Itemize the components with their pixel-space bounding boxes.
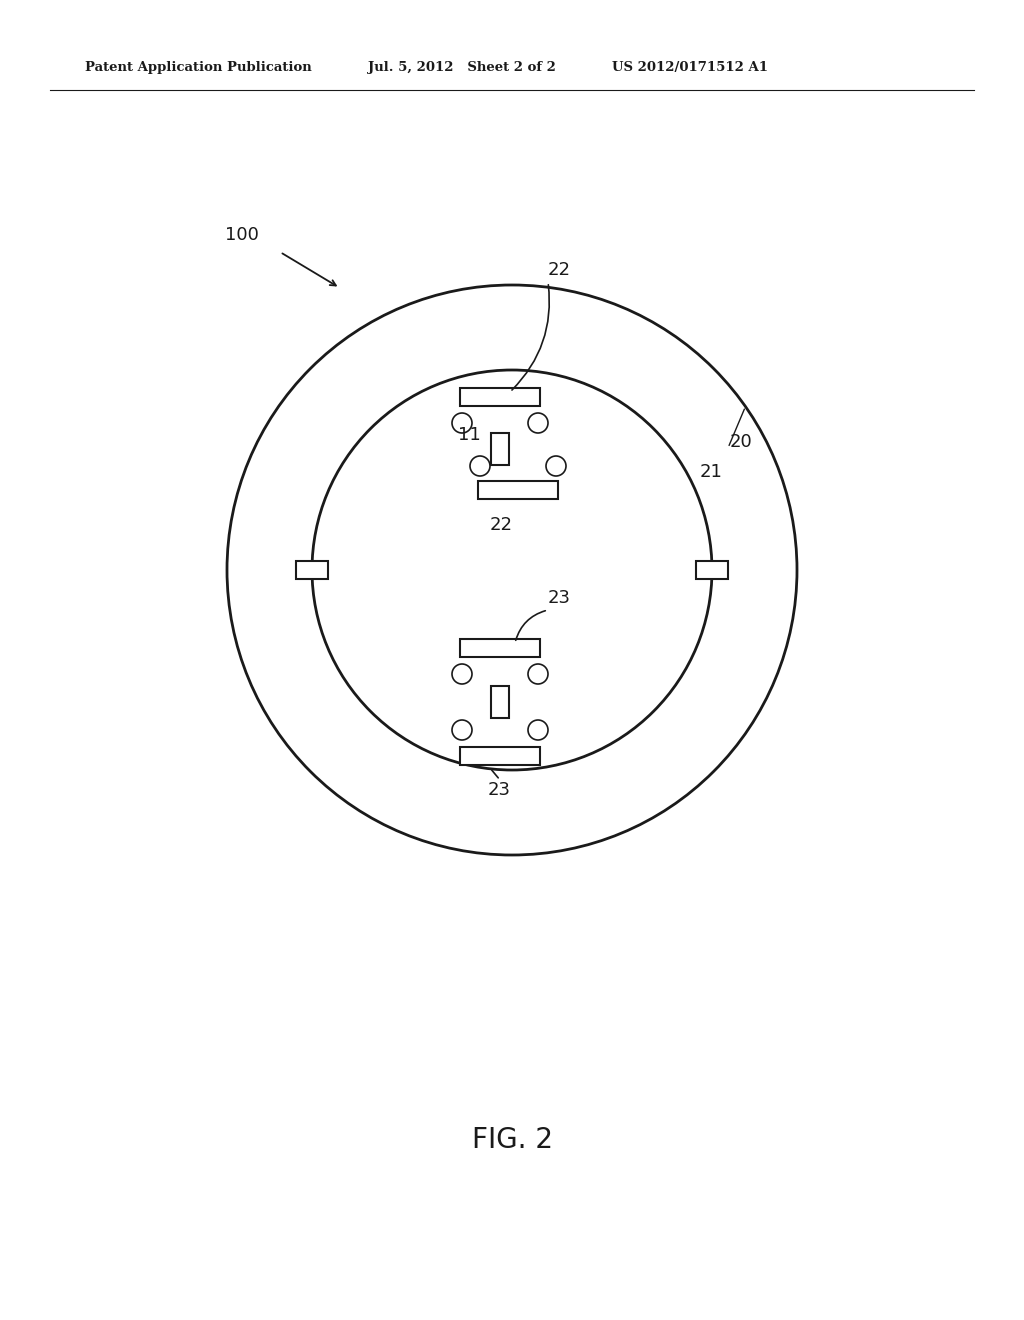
Text: Jul. 5, 2012   Sheet 2 of 2: Jul. 5, 2012 Sheet 2 of 2 [368,62,556,74]
Text: 23: 23 [548,589,571,607]
Bar [460,639,540,657]
Text: 11: 11 [458,426,480,444]
Bar [696,561,728,579]
Text: 22: 22 [490,516,513,535]
Text: 21: 21 [700,463,723,480]
Bar [460,388,540,407]
Bar [296,561,328,579]
Bar [490,686,509,718]
Text: FIG. 2: FIG. 2 [471,1126,553,1154]
Text: 100: 100 [225,226,259,244]
Text: 22: 22 [548,261,571,279]
Text: 23: 23 [488,781,511,799]
Bar [490,433,509,465]
Text: US 2012/0171512 A1: US 2012/0171512 A1 [612,62,768,74]
Bar [460,747,540,766]
Bar [478,480,558,499]
Text: Patent Application Publication: Patent Application Publication [85,62,311,74]
Text: 20: 20 [730,433,753,451]
